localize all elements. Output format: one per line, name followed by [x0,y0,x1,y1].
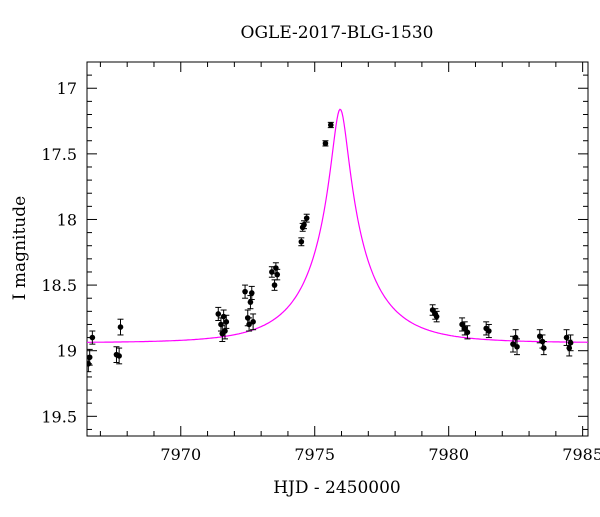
y-tick-label: 17 [57,79,77,98]
data-point [328,122,334,128]
y-axis-label: I magnitude [10,196,30,300]
x-tick-label: 7970 [160,445,201,464]
x-tick-label: 7980 [428,445,469,464]
data-point [273,265,279,271]
data-point [87,354,93,361]
data-point [514,343,520,350]
data-point [540,345,547,351]
y-tick-label: 18 [57,210,77,229]
data-point [322,140,329,147]
data-point [433,313,440,320]
x-tick-label: 7985 [562,445,600,464]
x-axis-label: HJD - 2450000 [273,478,401,498]
data-point [248,290,255,296]
data-point [116,353,122,359]
y-tick-label: 19.5 [41,407,77,426]
y-tick-label: 17.5 [41,145,77,164]
plot-frame [86,61,589,437]
chart-title: OGLE-2017-BLG-1530 [241,23,434,43]
data-point [87,361,92,367]
data-point [271,282,278,288]
data-point [566,345,573,351]
data-point [215,311,222,317]
data-point [246,321,252,328]
data-point [222,328,228,334]
y-tick-label: 18.5 [41,276,77,295]
data-point [250,319,256,325]
data-point [567,340,574,346]
data-point [298,238,305,245]
data-point [269,269,275,275]
data-point [459,321,465,328]
data-point [486,328,492,334]
data-point [117,324,124,330]
y-tick-label: 19 [57,342,77,361]
data-point [223,319,230,325]
data-point [274,271,281,278]
plot-area: 7970 7975 7980 7985 17 17.5 18 18.5 19 19.5 [41,61,600,464]
x-tick-label: 7975 [294,445,335,464]
data-point [512,334,519,341]
data-point [247,299,254,305]
data-point [89,334,96,341]
data-point [563,334,570,341]
data-point [220,313,227,320]
data-point [461,325,468,332]
model-curve [87,108,588,343]
data-point [464,329,471,336]
data-point [242,288,248,295]
data-point [536,333,543,340]
data-point [303,215,310,221]
data-point [218,321,224,328]
data-point [301,221,307,228]
